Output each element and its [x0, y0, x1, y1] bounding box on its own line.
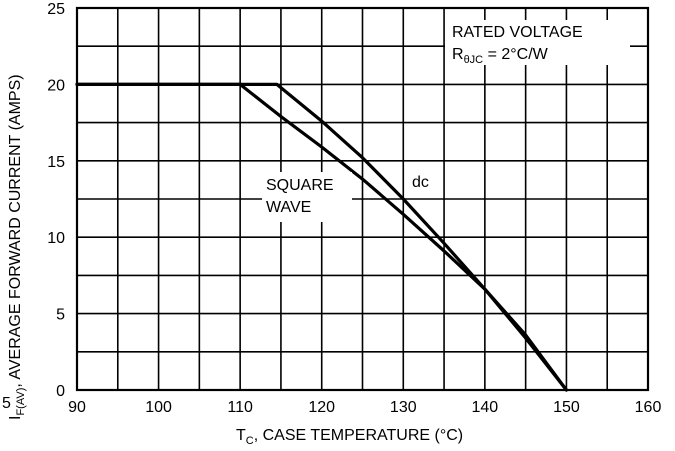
x-tick-label: 120 — [308, 399, 335, 416]
dc-label: dc — [412, 174, 429, 191]
y-tick-label: 20 — [47, 77, 65, 94]
dc-box — [408, 170, 436, 192]
y-tick-label: 0 — [56, 383, 65, 400]
y-tick-label: 25 — [47, 1, 65, 18]
rtheta-label: RθJC = 2°C/W — [452, 46, 549, 66]
y-tick-label: 15 — [47, 154, 65, 171]
x-axis-title: TC, CASE TEMPERATURE (°C) — [236, 427, 463, 447]
y-tick-label: 10 — [47, 230, 65, 247]
x-tick-label: 150 — [553, 399, 580, 416]
x-tick-label: 90 — [68, 399, 86, 416]
rated-voltage-box — [445, 20, 630, 65]
square-wave-box — [262, 172, 352, 222]
plot-frame — [75, 6, 650, 392]
x-tick-label: 130 — [390, 399, 417, 416]
y-tick-label: 5 — [56, 307, 65, 324]
x-tick-label: 110 — [227, 399, 253, 416]
x-tick-label: 140 — [472, 399, 499, 416]
stray-label: 5 — [2, 395, 11, 412]
square-wave-label-2: WAVE — [266, 199, 311, 216]
y-axis-title: IF(AV), AVERAGE FORWARD CURRENT (AMPS) — [7, 74, 27, 420]
rated-voltage-label: RATED VOLTAGE — [452, 24, 583, 41]
x-tick-label: 160 — [635, 399, 662, 416]
x-tick-label: 100 — [145, 399, 172, 416]
series-line-square-wave — [75, 82, 568, 392]
square-wave-label-1: SQUARE — [266, 177, 334, 194]
